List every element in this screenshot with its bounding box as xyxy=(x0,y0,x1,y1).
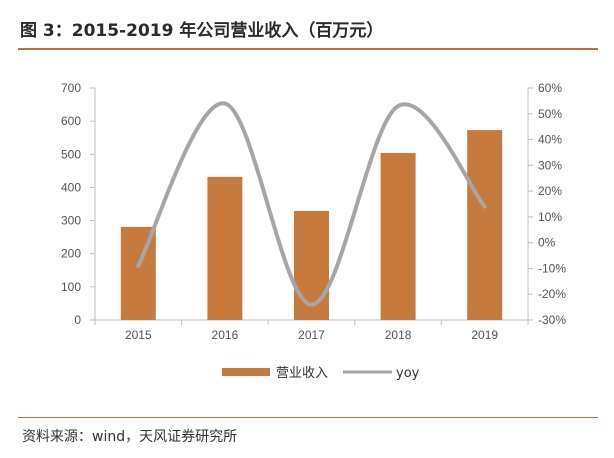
left-tick-label: 400 xyxy=(61,180,81,194)
legend-bar-swatch xyxy=(222,368,270,376)
right-tick-label: 0% xyxy=(538,236,556,250)
yoy-line-series xyxy=(136,101,487,307)
x-tick-label: 2018 xyxy=(385,328,412,342)
right-tick-label: 20% xyxy=(538,184,562,198)
x-tick-label: 2017 xyxy=(298,328,325,342)
source-note: 资料来源：wind，天风证券研究所 xyxy=(22,429,238,445)
right-tick-label: -20% xyxy=(538,287,566,301)
left-tick-label: 500 xyxy=(61,147,81,161)
right-tick-label: 50% xyxy=(538,107,562,121)
revenue-bar xyxy=(294,210,329,320)
legend-line-label: yoy xyxy=(396,366,420,381)
right-tick-label: 40% xyxy=(538,133,562,147)
title-divider xyxy=(18,48,598,50)
left-tick-label: 600 xyxy=(61,114,81,128)
right-tick-label: 10% xyxy=(538,210,562,224)
left-tick-label: 100 xyxy=(61,280,81,294)
x-axis-ticks: 2015 2016 2017 2018 2019 xyxy=(125,328,498,342)
source-divider xyxy=(18,417,598,418)
yoy-line xyxy=(136,101,487,307)
figure-title: 图 3：2015-2019 年公司营业收入（百万元） xyxy=(20,21,384,41)
left-tick-label: 700 xyxy=(61,81,81,95)
revenue-bar xyxy=(380,152,416,320)
left-tick-label: 300 xyxy=(61,214,81,228)
right-axis-ticks: -30% -20% -10% 0% 10% 20% 30% 40% 50% 60% xyxy=(538,81,566,327)
legend: 营业收入 yoy xyxy=(222,366,420,381)
legend-bar-label: 营业收入 xyxy=(276,366,328,381)
left-tick-label: 0 xyxy=(74,313,81,327)
x-tick-label: 2019 xyxy=(471,328,498,342)
revenue-bar xyxy=(467,130,503,320)
right-tick-label: -10% xyxy=(538,261,566,275)
revenue-bar xyxy=(207,176,243,320)
left-axis-ticks: 0 100 200 300 400 500 600 700 xyxy=(61,81,81,327)
x-tick-label: 2015 xyxy=(125,328,152,342)
right-tick-label: 30% xyxy=(538,158,562,172)
right-tick-label: -30% xyxy=(538,313,566,327)
left-tick-label: 200 xyxy=(61,247,81,261)
x-tick-label: 2016 xyxy=(212,328,239,342)
right-tick-label: 60% xyxy=(538,81,562,95)
chart: 0 100 200 300 400 500 600 700 -30% -20% -10% 0% 10%… xyxy=(61,81,566,381)
bar-series xyxy=(120,130,503,320)
